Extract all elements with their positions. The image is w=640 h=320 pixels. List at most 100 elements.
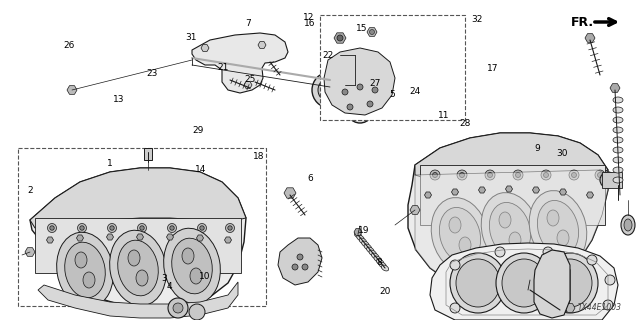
Polygon shape bbox=[408, 133, 608, 292]
Text: 23: 23 bbox=[146, 69, 157, 78]
Ellipse shape bbox=[621, 215, 635, 235]
Ellipse shape bbox=[481, 193, 539, 268]
Ellipse shape bbox=[118, 240, 158, 296]
Polygon shape bbox=[25, 248, 35, 256]
Polygon shape bbox=[479, 187, 486, 193]
Bar bbox=[320, 15, 465, 120]
Ellipse shape bbox=[359, 238, 367, 244]
Ellipse shape bbox=[57, 232, 113, 308]
Polygon shape bbox=[506, 186, 513, 192]
Ellipse shape bbox=[128, 250, 140, 266]
Ellipse shape bbox=[624, 219, 632, 231]
Ellipse shape bbox=[613, 117, 623, 123]
Polygon shape bbox=[334, 33, 346, 43]
Ellipse shape bbox=[173, 303, 183, 313]
Text: 32: 32 bbox=[471, 15, 483, 24]
Text: 16: 16 bbox=[304, 20, 316, 28]
Ellipse shape bbox=[364, 244, 371, 250]
Ellipse shape bbox=[228, 226, 232, 230]
Ellipse shape bbox=[456, 259, 500, 307]
Polygon shape bbox=[192, 33, 288, 93]
Ellipse shape bbox=[376, 259, 384, 265]
Text: 22: 22 bbox=[322, 52, 333, 60]
Text: 12: 12 bbox=[303, 13, 314, 22]
Text: TX44E1003: TX44E1003 bbox=[578, 303, 622, 312]
Ellipse shape bbox=[190, 268, 202, 284]
Ellipse shape bbox=[459, 237, 471, 253]
Ellipse shape bbox=[367, 247, 374, 253]
Ellipse shape bbox=[440, 207, 481, 262]
Ellipse shape bbox=[595, 170, 605, 180]
Ellipse shape bbox=[342, 89, 348, 95]
Ellipse shape bbox=[327, 67, 341, 77]
Ellipse shape bbox=[587, 255, 597, 265]
Ellipse shape bbox=[553, 267, 563, 277]
Ellipse shape bbox=[355, 232, 362, 238]
Ellipse shape bbox=[457, 170, 467, 180]
Ellipse shape bbox=[502, 259, 546, 307]
Ellipse shape bbox=[356, 235, 364, 241]
Ellipse shape bbox=[557, 230, 569, 246]
Ellipse shape bbox=[182, 248, 194, 264]
Bar bbox=[602, 172, 622, 188]
Ellipse shape bbox=[431, 197, 489, 272]
Ellipse shape bbox=[343, 53, 357, 63]
Ellipse shape bbox=[488, 172, 493, 178]
Polygon shape bbox=[415, 170, 608, 292]
Ellipse shape bbox=[164, 228, 220, 304]
Polygon shape bbox=[367, 28, 377, 36]
Ellipse shape bbox=[140, 226, 144, 230]
Polygon shape bbox=[576, 254, 584, 261]
Polygon shape bbox=[67, 86, 77, 94]
Text: FR.: FR. bbox=[570, 15, 593, 28]
Polygon shape bbox=[38, 282, 238, 318]
Ellipse shape bbox=[613, 107, 623, 113]
Ellipse shape bbox=[110, 226, 114, 230]
Polygon shape bbox=[47, 237, 54, 243]
Ellipse shape bbox=[198, 223, 207, 233]
Polygon shape bbox=[559, 189, 566, 195]
Ellipse shape bbox=[369, 250, 376, 256]
Ellipse shape bbox=[362, 241, 369, 247]
Ellipse shape bbox=[572, 172, 577, 178]
Text: 31: 31 bbox=[185, 33, 196, 42]
Ellipse shape bbox=[47, 223, 56, 233]
Ellipse shape bbox=[369, 29, 374, 35]
Polygon shape bbox=[534, 250, 570, 318]
Bar bbox=[420, 165, 605, 225]
Ellipse shape bbox=[613, 147, 623, 153]
Ellipse shape bbox=[318, 78, 342, 102]
Ellipse shape bbox=[433, 172, 438, 178]
Polygon shape bbox=[410, 206, 420, 214]
Ellipse shape bbox=[292, 264, 298, 270]
Ellipse shape bbox=[598, 172, 602, 178]
Ellipse shape bbox=[543, 172, 548, 178]
Text: 17: 17 bbox=[487, 64, 499, 73]
Text: 25: 25 bbox=[244, 76, 255, 84]
Ellipse shape bbox=[200, 226, 204, 230]
Ellipse shape bbox=[430, 170, 440, 180]
Ellipse shape bbox=[168, 298, 188, 318]
Polygon shape bbox=[166, 234, 173, 240]
Text: 8: 8 bbox=[376, 258, 381, 267]
Polygon shape bbox=[77, 235, 83, 241]
Ellipse shape bbox=[172, 238, 212, 294]
Polygon shape bbox=[610, 84, 620, 92]
Ellipse shape bbox=[450, 260, 460, 270]
Ellipse shape bbox=[541, 170, 551, 180]
Ellipse shape bbox=[168, 223, 177, 233]
Ellipse shape bbox=[449, 217, 461, 233]
Ellipse shape bbox=[325, 85, 335, 95]
Ellipse shape bbox=[347, 104, 353, 110]
Polygon shape bbox=[244, 82, 252, 88]
Ellipse shape bbox=[538, 200, 579, 256]
Ellipse shape bbox=[170, 226, 174, 230]
Ellipse shape bbox=[600, 172, 616, 188]
Ellipse shape bbox=[109, 230, 166, 306]
Ellipse shape bbox=[542, 253, 598, 313]
Ellipse shape bbox=[374, 256, 381, 262]
Ellipse shape bbox=[302, 264, 308, 270]
Polygon shape bbox=[354, 228, 362, 236]
Text: 24: 24 bbox=[409, 87, 420, 96]
Ellipse shape bbox=[50, 226, 54, 230]
